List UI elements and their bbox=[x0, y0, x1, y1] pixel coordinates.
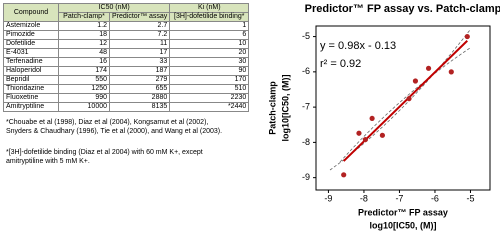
plot-frame bbox=[315, 25, 491, 191]
confidence-band bbox=[339, 47, 471, 163]
x-tick-label: -7 bbox=[395, 193, 403, 203]
data-point bbox=[412, 78, 419, 84]
data-point bbox=[369, 115, 375, 122]
annotation: r² = 0.92 bbox=[320, 58, 361, 70]
data-point bbox=[362, 136, 368, 143]
y-tick-label: -9 bbox=[302, 172, 310, 182]
data-point bbox=[341, 172, 347, 178]
y-tick-label: -6 bbox=[302, 66, 310, 76]
data-point bbox=[406, 96, 412, 102]
data-table: Compound IC50 (nM) Ki (nM) Patch-clamp* … bbox=[3, 3, 250, 112]
table-row: Thioridazine 1250 655 510 bbox=[3, 84, 250, 94]
x-tick-label: -5 bbox=[466, 193, 474, 203]
y-axis-label: log10[IC50, (M)] bbox=[280, 74, 290, 141]
y-tick-label: -5 bbox=[302, 31, 310, 41]
data-point bbox=[356, 130, 362, 136]
data-point bbox=[379, 132, 386, 138]
x-tick-label: -6 bbox=[431, 193, 439, 203]
x-axis-label: Predictor™ FP assay bbox=[358, 207, 448, 217]
table-cell: *2440 bbox=[169, 102, 250, 112]
annotation: y = 0.98x - 0.13 bbox=[320, 40, 396, 52]
y-axis-label: Patch-clamp bbox=[267, 81, 277, 135]
chart-title: Predictor™ FP assay vs. Patch-clamp bbox=[305, 3, 500, 15]
x-tick-label: -8 bbox=[360, 193, 368, 203]
trend-line bbox=[343, 40, 468, 162]
footnote: *[3H]-dofetilide binding (Diaz et al 200… bbox=[6, 149, 203, 165]
y-tick-label: -8 bbox=[302, 137, 310, 147]
data-point bbox=[448, 69, 454, 75]
data-point bbox=[425, 65, 432, 71]
data-point bbox=[464, 33, 470, 40]
table-cell: 8135 bbox=[108, 102, 171, 112]
footnote: *Chouabe et al (1998), Diaz et al (2004)… bbox=[6, 119, 223, 135]
x-axis-label: log10[IC50, (M)] bbox=[369, 220, 436, 230]
header-cell: Compound bbox=[3, 3, 59, 22]
y-tick-label: -7 bbox=[302, 101, 310, 111]
x-tick-label: -9 bbox=[324, 193, 332, 203]
table-row: Amitryptiline 10000 8135 *2440 bbox=[3, 102, 250, 112]
